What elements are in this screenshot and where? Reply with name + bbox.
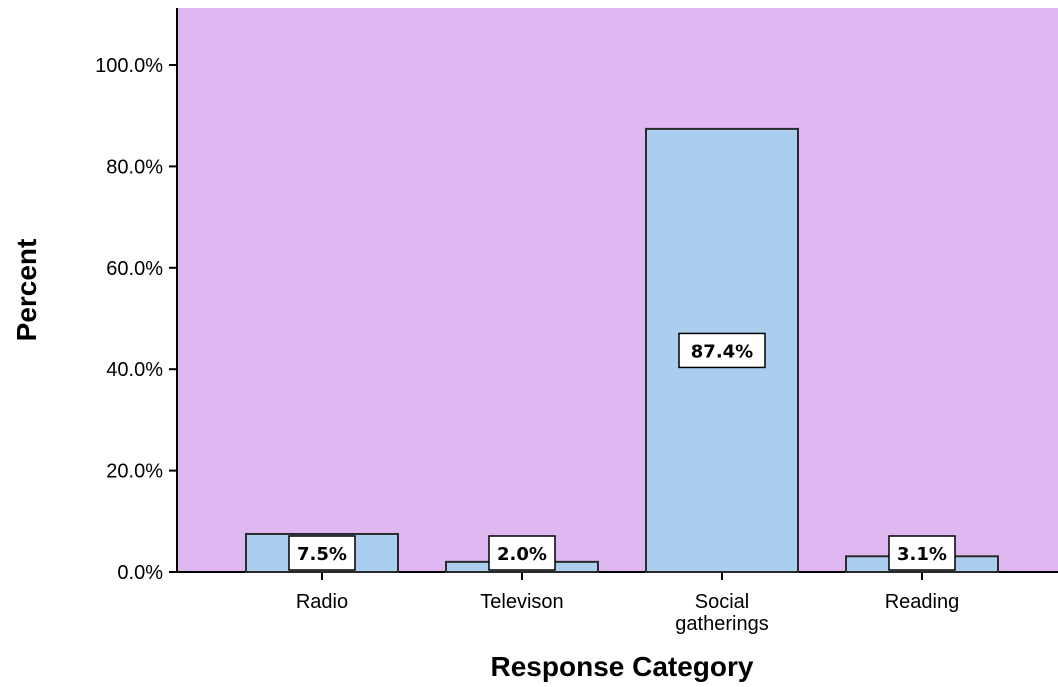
y-tick-label: 20.0% (106, 461, 163, 483)
x-axis-title: Response Category (491, 651, 754, 682)
data-label-box (678, 332, 766, 369)
data-label: 87.4% (691, 341, 753, 362)
x-tick-label: Televison (480, 591, 563, 613)
y-tick-label: 40.0% (106, 359, 163, 381)
data-labels: 7.5% 2.0% 87.4% 3.1% (288, 332, 956, 571)
data-label-box (288, 535, 356, 571)
data-label-box (488, 535, 556, 571)
x-axis: Radio Televison Social gatherings Reading (177, 571, 1058, 635)
plot-area (177, 8, 1058, 572)
data-label: 3.1% (897, 544, 947, 565)
y-tick-label: 60.0% (106, 258, 163, 280)
y-axis: 0.0% 20.0% 40.0% 60.0% 80.0% 100.0% (95, 8, 178, 584)
x-tick-label: Social gatherings (675, 591, 768, 635)
x-tick-label: Radio (296, 591, 348, 613)
y-axis-title: Percent (11, 239, 42, 342)
data-label-box (888, 535, 956, 571)
y-tick-label: 80.0% (106, 156, 163, 178)
x-tick-label: Reading (885, 591, 960, 613)
y-tick-label: 0.0% (117, 562, 163, 584)
data-label: 7.5% (297, 544, 347, 565)
data-label: 2.0% (497, 544, 547, 565)
y-tick-label: 100.0% (95, 55, 163, 77)
